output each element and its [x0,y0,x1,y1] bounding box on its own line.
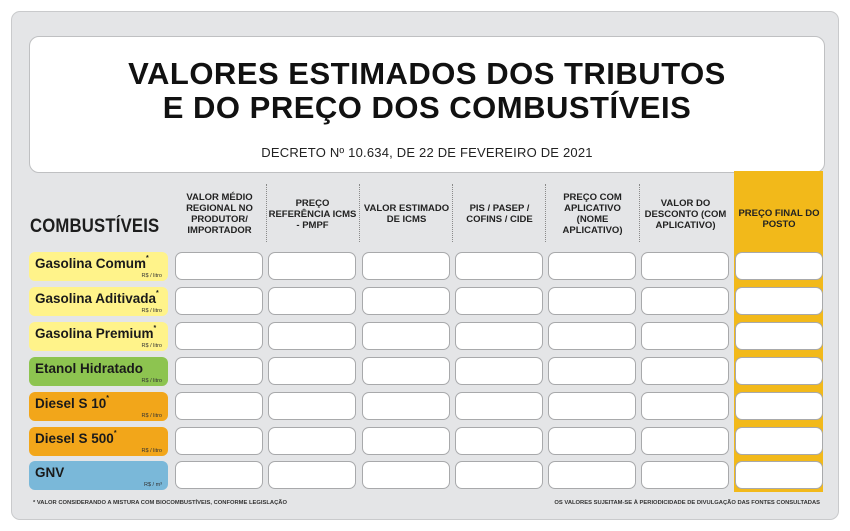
column-header-final-price: PREÇO FINAL DO POSTO [738,208,820,230]
title-line-2: E DO PREÇO DOS COMBUSTÍVEIS [162,90,692,125]
value-cell [268,252,356,280]
value-cell [641,392,729,420]
value-cell [362,357,450,385]
fuel-unit: R$ / litro [141,448,162,454]
fuel-row-gasolina-premium: Gasolina Premium* R$ / litro [29,322,168,351]
column-separator [266,184,267,242]
value-cell [548,252,636,280]
fuel-name: Gasolina Aditivada* [35,290,159,306]
value-cell [548,322,636,350]
fuel-row-gasolina-comum: Gasolina Comum* R$ / litro [29,252,168,281]
column-separator [639,184,640,242]
value-cell [735,322,823,350]
column-separator [359,184,360,242]
value-cell [641,461,729,489]
fuel-name: Gasolina Comum* [35,255,149,271]
value-cell [268,287,356,315]
value-cell [175,392,263,420]
value-cell [548,287,636,315]
header-panel: VALORES ESTIMADOS DOS TRIBUTOS E DO PREÇ… [29,36,825,173]
value-cell [175,322,263,350]
value-cell [735,392,823,420]
fuel-row-gnv: GNV R$ / m³ [29,461,168,490]
value-cell [548,461,636,489]
column-header-app-price: PREÇO COM APLICATIVO (NOME APLICATIVO) [562,192,623,236]
value-cell [268,322,356,350]
value-cell [362,252,450,280]
fuel-unit: R$ / litro [141,378,162,384]
value-cell [735,427,823,455]
fuel-name: Etanol Hidratado [35,361,144,376]
value-cell [175,287,263,315]
value-cell [735,287,823,315]
fuel-unit: R$ / litro [141,343,162,349]
value-cell [641,252,729,280]
value-cell [641,357,729,385]
fuel-column-label: COMBUSTÍVEIS [30,216,160,237]
value-cell [268,392,356,420]
column-header-app-discount: VALOR DO DESCONTO (COM APLICATIVO) [644,197,727,231]
value-cell [455,357,543,385]
value-cell [362,461,450,489]
value-cell [362,287,450,315]
title-line-1: VALORES ESTIMADOS DOS TRIBUTOS [128,56,726,91]
fuel-row-diesel-s10: Diesel S 10* R$ / litro [29,392,168,421]
fuel-row-etanol-hidratado: Etanol Hidratado R$ / litro [29,357,168,386]
value-cell [455,427,543,455]
value-cell [455,461,543,489]
value-cell [175,461,263,489]
fuel-row-gasolina-aditivada: Gasolina Aditivada* R$ / litro [29,287,168,316]
value-cell [735,357,823,385]
value-cell [548,392,636,420]
value-cell [268,427,356,455]
value-cell [455,252,543,280]
value-cell [268,461,356,489]
value-cell [455,392,543,420]
column-header-estimated-icms: VALOR ESTIMADO DE ICMS [363,203,450,225]
fuel-name: Diesel S 10* [35,395,110,411]
page-title: VALORES ESTIMADOS DOS TRIBUTOS E DO PREÇ… [30,57,824,125]
value-cell [175,357,263,385]
column-header-pis-cofins: PIS / PASEP / COFINS / CIDE [466,203,533,225]
value-cell [548,357,636,385]
value-cell [268,357,356,385]
value-cell [455,287,543,315]
decree-text: DECRETO Nº 10.634, DE 22 DE FEVEREIRO DE… [261,145,593,160]
fuel-unit: R$ / litro [141,308,162,314]
value-cell [362,392,450,420]
value-cell [641,427,729,455]
column-separator [545,184,546,242]
fuel-unit: R$ / litro [141,413,162,419]
value-cell [641,322,729,350]
fuel-name: Diesel S 500* [35,430,117,446]
value-cell [362,322,450,350]
column-header-producer-value: VALOR MÉDIO REGIONAL NO PRODUTOR/ IMPORT… [186,192,253,236]
value-cell [735,461,823,489]
column-header-icms-reference: PREÇO REFERÊNCIA ICMS - PMPF [268,197,357,231]
value-cell [362,427,450,455]
footnote-left: * VALOR CONSIDERANDO A MISTURA COM BIOCO… [33,500,287,506]
fuel-name: GNV [35,465,65,480]
value-cell [735,252,823,280]
column-separator [452,184,453,242]
fuel-unit: R$ / m³ [143,482,162,488]
footnote-right: OS VALORES SUJEITAM-SE À PERIODICIDADE D… [554,500,820,506]
fuel-row-diesel-s500: Diesel S 500* R$ / litro [29,427,168,456]
value-cell [455,322,543,350]
value-cell [641,287,729,315]
value-cell [175,252,263,280]
fuel-unit: R$ / litro [141,273,162,279]
value-cell [175,427,263,455]
value-cell [548,427,636,455]
fuel-name: Gasolina Premium* [35,325,157,341]
